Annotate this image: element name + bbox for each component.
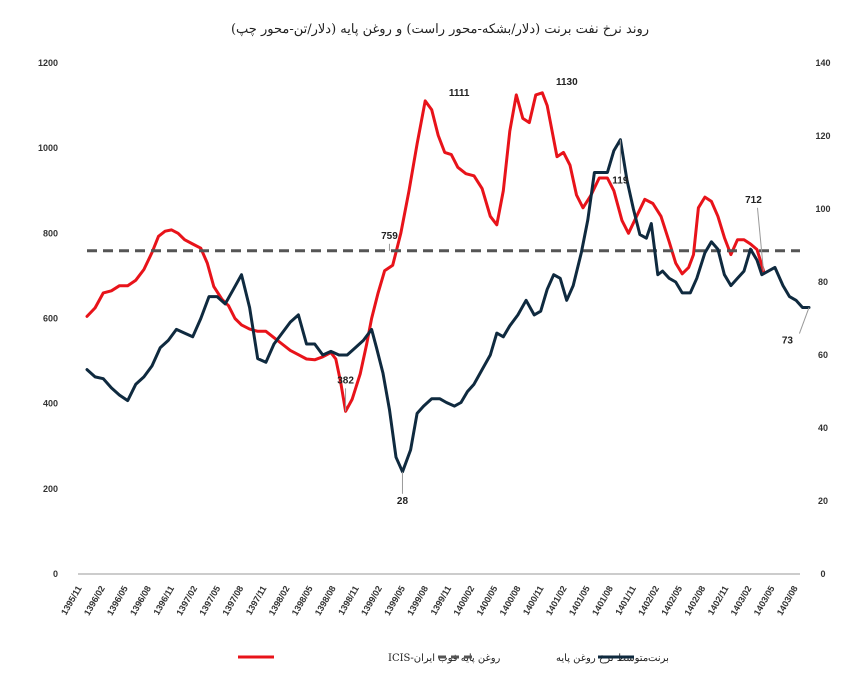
x-tick-label: 1398/08 [313,584,338,617]
y-right-tick-label: 20 [818,496,828,506]
annotation-leader [798,307,810,334]
x-tick-label: 1403/08 [775,584,800,617]
y-right-tick-label: 40 [818,423,828,433]
y-left-tick-label: 200 [43,484,58,494]
x-tick-label: 1403/05 [752,584,777,617]
x-tick-label: 1403/02 [729,584,754,617]
x-tick-label: 1402/11 [706,584,731,617]
y-right-tick-label: 100 [815,204,830,214]
y-left-tick-label: 800 [43,228,58,238]
x-tick-label: 1399/11 [429,584,454,617]
x-tick-label: 1399/02 [359,584,384,617]
annotation-label: 1130 [556,77,578,88]
y-left-tick-label: 600 [43,314,58,324]
y-left-tick-label: 0 [53,569,58,579]
x-tick-label: 1396/11 [151,584,176,617]
x-tick-label: 1397/11 [244,584,269,617]
y-left-tick-label: 400 [43,399,58,409]
y-axis-right: 0 20 40 60 80 100 120 140 [815,58,830,579]
x-tick-label: 1396/05 [105,584,130,617]
annotation-label: 1111 [449,88,470,99]
x-tick-label: 1398/02 [267,584,292,617]
x-tick-label: 1399/05 [382,584,407,617]
y-left-tick-label: 1200 [38,58,58,68]
x-tick-label: 1401/05 [567,584,592,617]
brent-line [85,138,811,474]
x-tick-label: 1400/02 [451,584,476,617]
annotation-label: 119 [612,176,629,187]
legend-label: برنت [648,653,669,664]
annotation-label: 28 [397,496,409,507]
x-tick-label: 1397/05 [197,584,222,617]
y-right-tick-label: 60 [818,350,828,360]
annotations: 1111 1130 759 382 712 119 28 73 [337,77,810,507]
x-tick-label: 1396/08 [128,584,153,617]
x-tick-label: 1396/02 [82,584,107,617]
annotation-label: 759 [381,231,398,242]
x-tick-label: 1398/11 [336,584,361,617]
x-tick-label: 1401/08 [590,584,615,617]
y-axis-left: 0 200 400 600 800 1000 1200 [38,58,58,579]
annotation-label: 382 [337,375,354,386]
legend: روغن پایه فوب ایران-ICISمتوسط نرخ روغن پ… [238,653,669,664]
x-tick-label: 1397/02 [174,584,199,617]
y-right-tick-label: 140 [815,58,830,68]
base-oil-line [85,91,765,413]
x-tick-label: 1400/05 [475,584,500,617]
annotation-leader [756,207,764,271]
x-tick-label: 1402/05 [659,584,684,617]
y-left-tick-label: 1000 [38,143,58,153]
y-right-tick-label: 80 [818,277,828,287]
x-tick-label: 1401/02 [544,584,569,617]
x-tick-label: 1402/08 [682,584,707,617]
x-tick-label: 1400/11 [521,584,546,617]
x-tick-label: 1395/11 [59,584,84,617]
x-tick-label: 1401/11 [613,584,638,617]
x-tick-label: 1402/02 [636,584,661,617]
x-tick-label: 1399/08 [405,584,430,617]
x-tick-label: 1400/08 [498,584,523,617]
chart-title: روند نرخ نفت برنت (دلار/بشکه-محور راست) … [231,22,649,37]
annotation-label: 73 [782,336,794,347]
x-axis: 1395/111396/021396/051396/081396/111397/… [59,573,800,617]
annotation-label: 712 [745,195,762,206]
x-tick-label: 1398/05 [290,584,315,617]
x-tick-label: 1397/08 [220,584,245,617]
y-right-tick-label: 0 [820,569,825,579]
y-right-tick-label: 120 [815,131,830,141]
series-group [85,91,811,474]
